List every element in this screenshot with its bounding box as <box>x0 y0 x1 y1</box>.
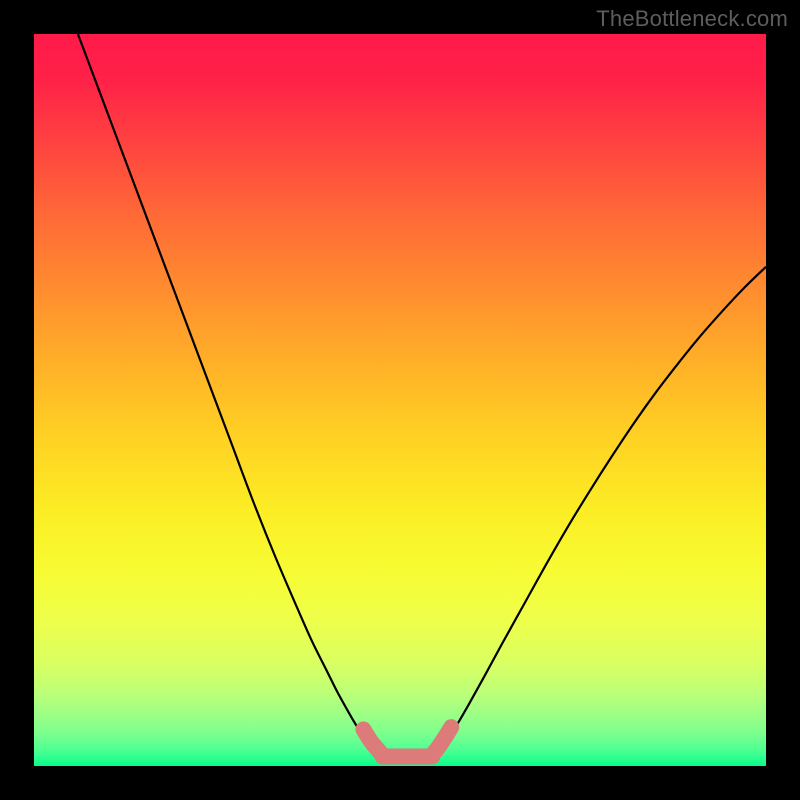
bottleneck-curve-chart <box>0 0 800 800</box>
plot-background <box>34 34 766 766</box>
chart-container: TheBottleneck.com <box>0 0 800 800</box>
watermark-label: TheBottleneck.com <box>596 6 788 32</box>
